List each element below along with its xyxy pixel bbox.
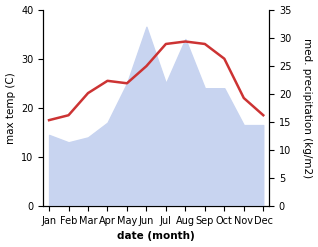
Y-axis label: med. precipitation (kg/m2): med. precipitation (kg/m2) — [302, 38, 313, 178]
X-axis label: date (month): date (month) — [117, 231, 195, 242]
Y-axis label: max temp (C): max temp (C) — [5, 72, 16, 144]
